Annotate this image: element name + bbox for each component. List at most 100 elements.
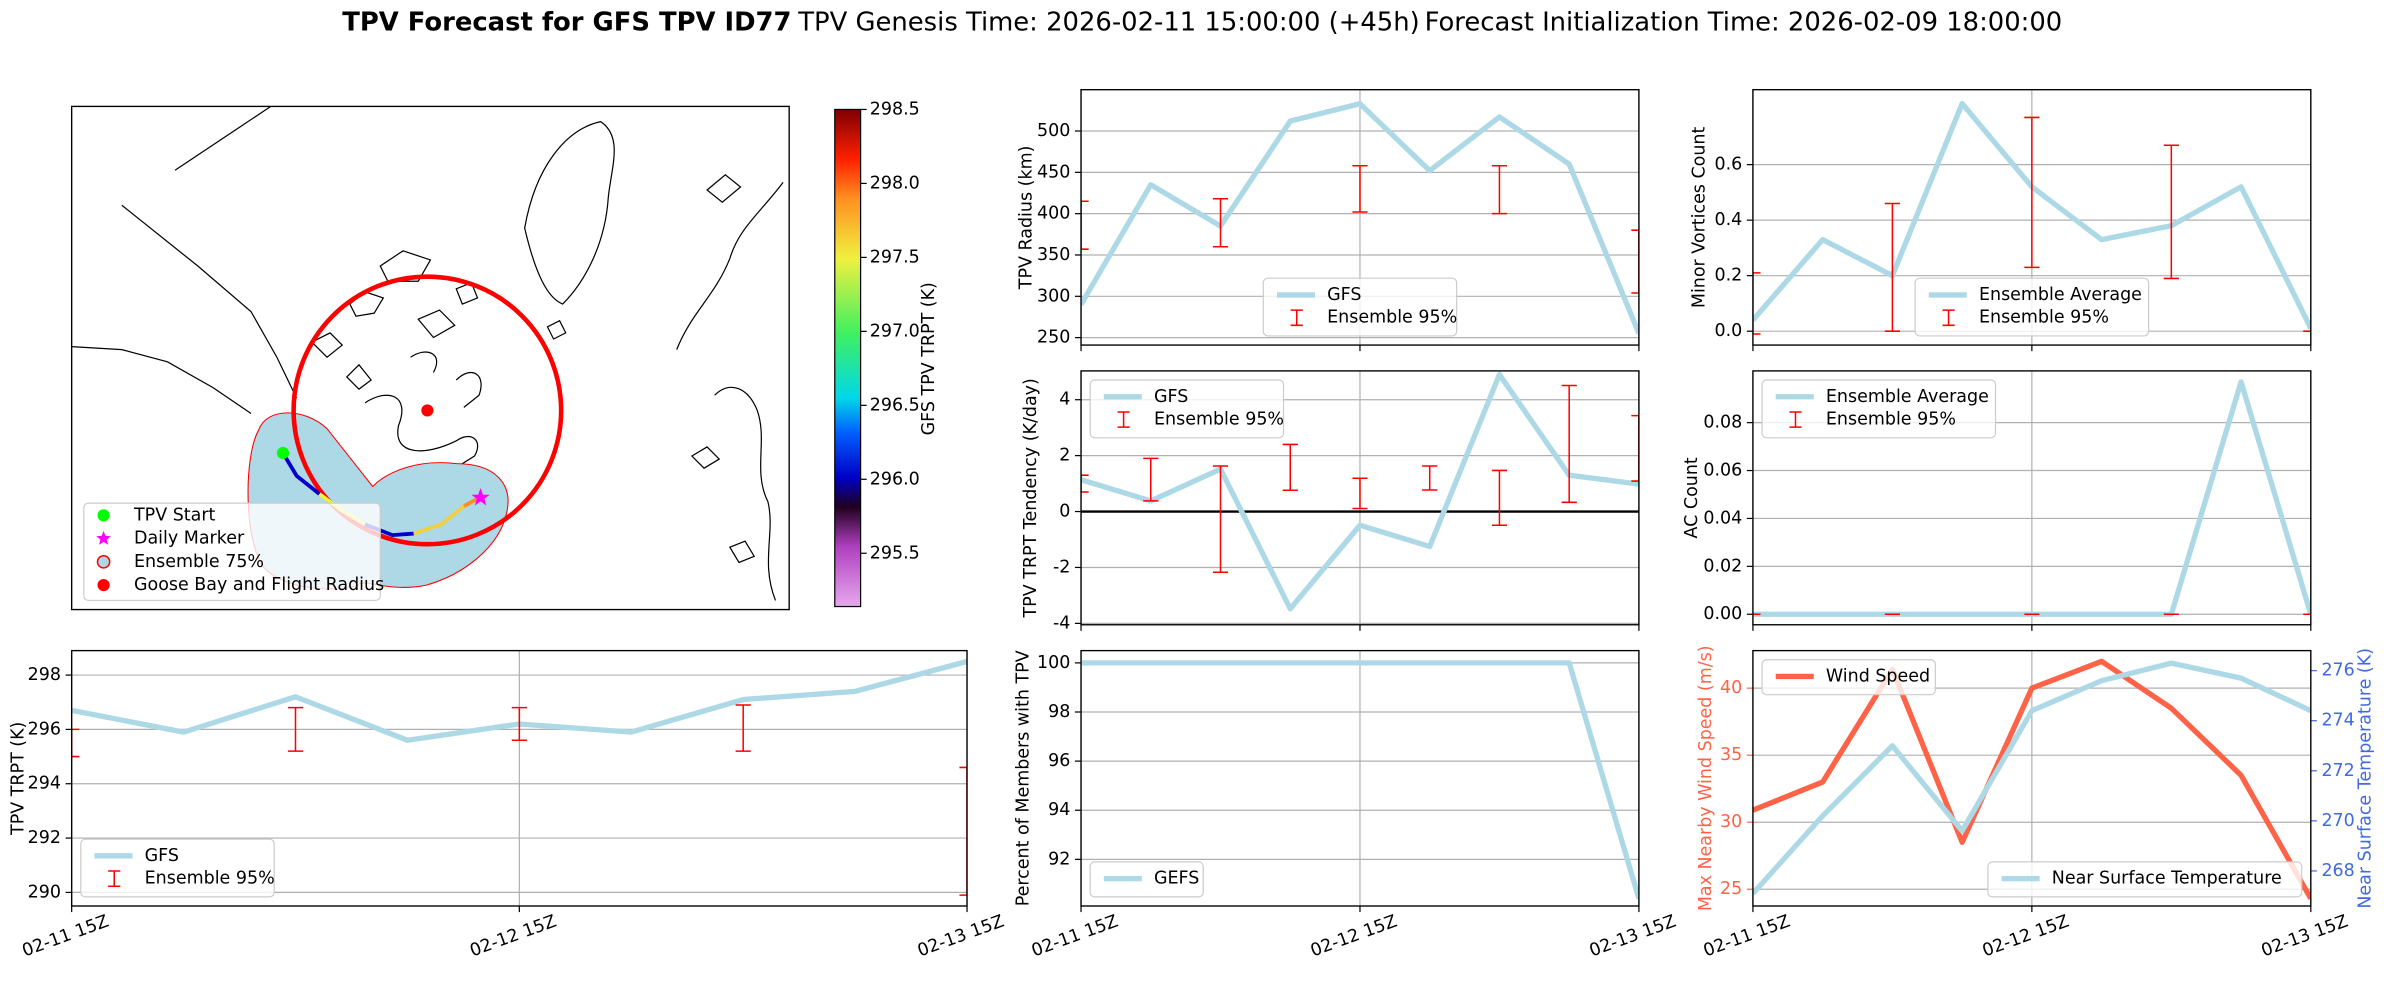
y-tick-label: 0.4 [1715,210,1743,230]
error-bar [1491,469,1508,526]
legend-label: Ensemble 95% [1979,308,2109,328]
colorbar [834,108,862,608]
y-tick-label: 292 [28,828,61,848]
legend-box [1987,861,2303,898]
y-tick-label: 500 [1037,121,1070,141]
axes-frame [1752,89,2312,346]
legend-label: Ensemble 95% [1826,410,1956,430]
y-tick-label: 92 [1048,849,1070,869]
y-tick-label: 35 [1720,745,1742,765]
y-tick-label: 0.00 [1703,604,1742,624]
error-bar [1631,414,1639,482]
daily-marker [471,487,490,506]
error-bar [1561,384,1577,504]
y-tick-label: 98 [1048,702,1070,722]
y2-tick-label: 272 [2321,761,2354,781]
colorbar-tick-label: 297.5 [870,247,920,267]
error-bar [1081,474,1089,493]
legend-label: Ensemble 95% [1154,410,1284,430]
legend-marker [1290,309,1303,327]
colorbar-tick-label: 297.0 [870,321,920,341]
y-tick-label: 0.08 [1703,413,1742,433]
legend-box [1914,277,2150,337]
line [1081,660,1639,900]
error-bar [1081,200,1089,250]
x-tick-label: 02-12 15Z [1308,912,1400,962]
map-frame [70,105,790,611]
axes-frame [1080,89,1640,346]
legend-label: GFS [145,846,179,866]
legend-marker [97,579,110,592]
y-axis-label: Minor Vortices Count [1690,126,1710,308]
y2-tick-label: 276 [2321,661,2354,681]
error-bar [1212,198,1229,248]
colorbar-tick-label: 296.5 [870,395,920,415]
y-axis-label: Max Nearby Wind Speed (m/s) [1696,645,1716,911]
x-tick-label: 02-11 15Z [1029,912,1121,962]
subtitle: TPV Genesis Time: 2026-02-11 15:00:00 (+… [797,7,1419,37]
legend-label: GFS [1154,387,1188,407]
error-bar [511,706,527,742]
title: TPV Forecast for GFS TPV ID77 [342,7,791,37]
error-bar [1352,477,1368,510]
line [1752,660,2311,896]
goose-bay [421,404,434,417]
legend-box [1089,861,1204,898]
legend-marker [1789,411,1802,428]
legend-box [1761,659,1936,696]
error-bar [1752,272,1761,335]
error-bar [959,766,968,896]
legend-label: Ensemble 75% [134,552,264,572]
x-tick-label: 02-13 15Z [1587,912,1679,962]
y-tick-label: 94 [1048,800,1070,820]
legend-label: GEFS [1154,869,1199,889]
legend-label: Wind Speed [1826,666,1930,686]
axes-frame [1752,649,2312,907]
error-bar [71,728,80,758]
y2-tick-label: 274 [2321,711,2354,731]
y2-axis-label: Near Surface Temperature (K) [2356,648,2376,909]
y-tick-label: 0.2 [1715,266,1743,286]
y-axis-label: TPV TRPT Tendency (K/day) [1021,378,1041,618]
y-tick-label: 400 [1037,204,1070,224]
line [1752,658,2311,900]
error-bar [1631,229,1639,294]
legend-label: Ensemble 95% [145,869,275,889]
error-bar [735,704,751,752]
track [413,504,466,536]
x-tick-label: 02-13 15Z [915,912,1007,962]
y-tick-label: 0.0 [1715,321,1743,341]
y-tick-label: 40 [1720,678,1742,698]
y-tick-label: 100 [1037,653,1070,673]
legend-marker [108,870,121,887]
tpv-start [276,446,290,460]
error-bar [2024,116,2040,269]
y-tick-label: 96 [1048,751,1070,771]
y-axis-label: AC Count [1682,457,1702,538]
x-tick-label: 02-12 15Z [467,912,559,962]
error-bar [2163,144,2179,280]
legend-label: TPV Start [133,505,216,525]
legend-label: Near Surface Temperature [2052,869,2282,889]
colorbar-tick-label: 296.0 [870,469,920,489]
y-tick-label: 0.02 [1703,556,1742,576]
error-bar [287,706,304,752]
flight-radius [291,274,564,547]
error-bar [1884,202,1900,332]
y-axis-label: TPV TRPT (K) [8,722,28,836]
legend-marker [1942,309,1955,327]
y-axis-label: Percent of Members with TPV [1013,650,1033,906]
y2-tick-label: 270 [2321,811,2354,831]
legend-marker [97,509,110,522]
colorbar-tick-label: 298.0 [870,173,920,193]
coastline [524,120,615,340]
y-tick-label: 294 [28,774,61,794]
y-tick-label: 25 [1720,879,1742,899]
legend-marker [96,530,111,545]
line [1081,371,1639,612]
y-tick-label: 290 [28,882,61,902]
y-tick-label: 0.6 [1715,155,1743,175]
y-tick-label: 30 [1720,812,1742,832]
error-bar [1143,457,1159,502]
